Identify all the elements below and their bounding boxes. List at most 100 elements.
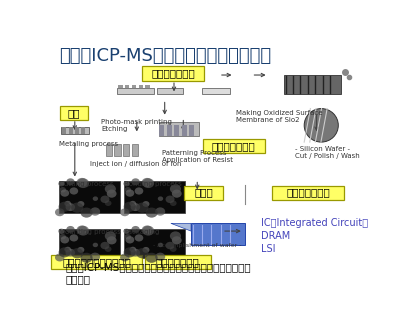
Circle shape xyxy=(60,187,66,193)
Circle shape xyxy=(135,234,143,242)
Text: Metaling process: Metaling process xyxy=(59,141,118,147)
Text: Making Oxidized Surface
Membrane of Sio2: Making Oxidized Surface Membrane of Sio2 xyxy=(236,110,322,123)
Circle shape xyxy=(90,253,100,261)
Bar xyxy=(117,88,154,93)
Circle shape xyxy=(105,184,116,194)
Circle shape xyxy=(77,226,89,236)
Circle shape xyxy=(105,246,112,252)
Bar xyxy=(125,85,129,88)
Text: シリコンウェハ: シリコンウェハ xyxy=(286,188,330,198)
Circle shape xyxy=(142,247,150,253)
Circle shape xyxy=(64,201,71,206)
Circle shape xyxy=(105,200,112,206)
Bar xyxy=(132,144,138,156)
Text: Patterning Process
Application of Resist: Patterning Process Application of Resist xyxy=(162,150,233,163)
Bar xyxy=(69,127,73,134)
FancyBboxPatch shape xyxy=(184,186,223,200)
Circle shape xyxy=(130,201,136,206)
Circle shape xyxy=(132,226,140,233)
Circle shape xyxy=(105,231,116,241)
Circle shape xyxy=(136,203,148,213)
Circle shape xyxy=(131,249,140,257)
Bar xyxy=(124,228,185,258)
Text: Photo-mask printing
Etching: Photo-mask printing Etching xyxy=(101,119,172,132)
Circle shape xyxy=(100,196,110,203)
Circle shape xyxy=(124,187,131,193)
Circle shape xyxy=(60,236,69,244)
Circle shape xyxy=(66,226,75,233)
Circle shape xyxy=(170,231,181,241)
Bar xyxy=(158,122,199,136)
Circle shape xyxy=(60,189,69,197)
Circle shape xyxy=(130,247,136,252)
Circle shape xyxy=(124,247,136,257)
Circle shape xyxy=(155,207,165,216)
Circle shape xyxy=(58,247,71,257)
Circle shape xyxy=(60,234,66,240)
Text: Inject ion / diffusion of Ion: Inject ion / diffusion of Ion xyxy=(90,161,182,168)
Circle shape xyxy=(155,253,165,261)
Bar xyxy=(132,85,136,88)
Circle shape xyxy=(170,246,177,252)
Polygon shape xyxy=(171,223,191,231)
Circle shape xyxy=(58,181,64,186)
Circle shape xyxy=(135,187,143,195)
FancyBboxPatch shape xyxy=(60,106,88,120)
Bar xyxy=(62,127,66,134)
Circle shape xyxy=(126,189,134,197)
Circle shape xyxy=(66,203,75,211)
Circle shape xyxy=(170,200,177,206)
Text: ガス: ガス xyxy=(68,108,80,118)
Circle shape xyxy=(107,236,116,245)
Bar xyxy=(167,125,172,136)
Circle shape xyxy=(93,196,98,201)
Text: 超純水: 超純水 xyxy=(194,188,213,198)
Bar xyxy=(160,125,164,136)
Circle shape xyxy=(58,228,64,234)
Bar xyxy=(202,88,230,93)
Circle shape xyxy=(76,225,87,234)
Circle shape xyxy=(100,242,110,249)
FancyBboxPatch shape xyxy=(145,255,210,269)
Bar xyxy=(284,75,341,94)
Circle shape xyxy=(55,254,64,261)
Circle shape xyxy=(131,203,140,211)
Text: リードフレーム／封止剤: リードフレーム／封止剤 xyxy=(62,257,131,267)
Circle shape xyxy=(158,243,163,247)
Circle shape xyxy=(142,201,150,207)
Bar xyxy=(81,127,85,134)
Bar xyxy=(59,181,120,213)
Circle shape xyxy=(77,178,89,188)
Bar xyxy=(182,125,187,136)
Bar xyxy=(114,144,121,156)
Circle shape xyxy=(124,234,131,240)
Circle shape xyxy=(170,184,181,194)
Circle shape xyxy=(70,187,78,195)
Text: 図４　ICP-MS（四重極形）による半導体材料中の不純物測定
の対象例: 図４ ICP-MS（四重極形）による半導体材料中の不純物測定 の対象例 xyxy=(66,262,251,284)
Circle shape xyxy=(124,202,136,212)
Text: LSI: LSI xyxy=(261,244,275,254)
Circle shape xyxy=(80,208,93,218)
Circle shape xyxy=(123,181,130,186)
Circle shape xyxy=(132,178,140,185)
Circle shape xyxy=(146,208,158,218)
Circle shape xyxy=(166,242,174,249)
Circle shape xyxy=(146,253,158,263)
Text: 高純度化学薬品: 高純度化学薬品 xyxy=(212,141,256,151)
Text: Bonding process: Bonding process xyxy=(124,181,182,187)
Bar xyxy=(75,127,79,134)
Circle shape xyxy=(66,249,75,257)
Text: フォトレジスト: フォトレジスト xyxy=(151,68,195,78)
Circle shape xyxy=(142,226,154,236)
Bar xyxy=(191,223,245,245)
Circle shape xyxy=(123,228,130,234)
Text: DRAM: DRAM xyxy=(261,231,290,241)
Bar xyxy=(189,125,194,136)
Circle shape xyxy=(71,248,83,258)
Circle shape xyxy=(136,248,148,258)
Text: Mounting process: Mounting process xyxy=(59,228,121,234)
Text: （３）ICP-MSによる半導体材料の分析: （３）ICP-MSによる半導体材料の分析 xyxy=(59,47,272,65)
Text: Packaging: Packaging xyxy=(124,228,160,234)
Circle shape xyxy=(172,190,182,198)
Text: IC（Integrated Circuit）: IC（Integrated Circuit） xyxy=(261,218,368,228)
